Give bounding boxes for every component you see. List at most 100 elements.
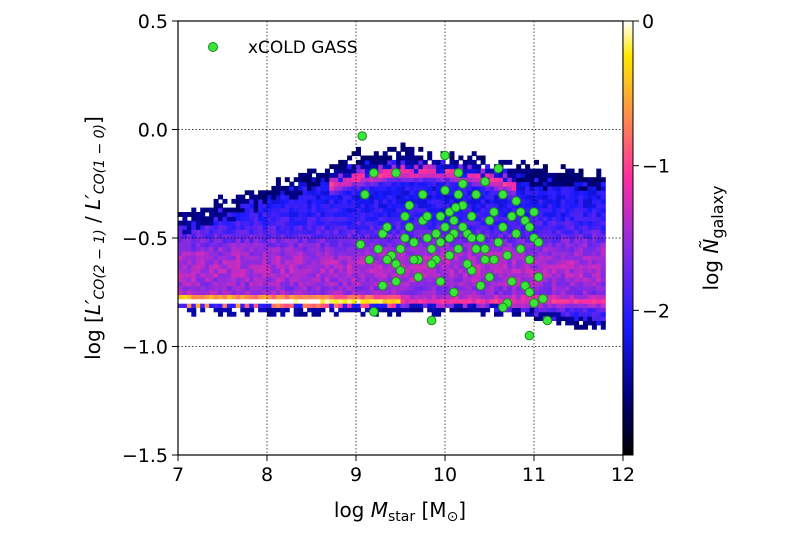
y-tick-label: −0.5 [122, 228, 168, 250]
data-point [382, 254, 392, 265]
data-point [529, 207, 539, 217]
data-point [520, 215, 530, 226]
data-point [498, 189, 508, 200]
data-point [489, 254, 499, 265]
data-point [475, 280, 486, 291]
colorbar-tick-label: 0 [642, 11, 654, 33]
data-point [520, 280, 530, 291]
data-point [369, 307, 379, 317]
data-point [462, 259, 473, 269]
data-point [471, 189, 481, 200]
data-point [426, 259, 437, 269]
data-point [440, 185, 450, 196]
data-point [458, 222, 468, 232]
scatter-series-xcold-gass [355, 131, 553, 341]
data-point [511, 196, 522, 206]
x-tick-label: 8 [261, 464, 273, 486]
data-point [422, 211, 433, 222]
data-point [475, 233, 486, 243]
data-point [431, 228, 441, 239]
data-point [391, 276, 401, 287]
x-tick-label: 12 [611, 464, 635, 486]
x-axis-title: log Mstar [M⊙] [334, 498, 466, 525]
data-point [450, 202, 461, 213]
colorbar-title: log Ñgalaxy [699, 186, 727, 291]
colorbar-tick-label: −2 [642, 300, 670, 322]
data-point [484, 272, 495, 282]
data-point [515, 207, 526, 217]
data-point [409, 237, 419, 248]
data-point [489, 207, 499, 217]
data-point [377, 280, 388, 291]
data-point [355, 239, 366, 250]
heatmap [178, 142, 606, 330]
x-tick-label: 11 [522, 464, 546, 486]
y-axis-ticks: −1.5 −1.0 −0.5 0.0 0.5 [122, 11, 178, 467]
data-point [404, 200, 415, 211]
data-point [444, 250, 455, 261]
data-point [515, 244, 526, 254]
data-point [502, 250, 513, 261]
data-point [357, 131, 368, 141]
data-point [480, 244, 490, 254]
data-point [524, 330, 535, 341]
data-point [364, 254, 375, 265]
data-point [524, 287, 535, 298]
legend: xCOLD GASS [208, 38, 358, 58]
data-point [360, 189, 370, 200]
legend-label: xCOLD GASS [248, 38, 358, 58]
data-point [453, 189, 464, 200]
data-point [440, 150, 450, 161]
data-point [466, 233, 477, 243]
data-point [413, 272, 424, 282]
data-point [458, 179, 468, 189]
data-point [498, 302, 508, 313]
data-point [542, 315, 553, 326]
data-point [524, 222, 535, 232]
data-point [435, 237, 446, 248]
x-axis-ticks: 7 8 9 10 11 12 [172, 455, 635, 486]
data-point [484, 215, 495, 226]
data-point [524, 254, 535, 265]
data-point [466, 265, 477, 276]
legend-marker [208, 42, 218, 52]
x-tick-label: 9 [350, 464, 362, 486]
data-point [507, 276, 517, 287]
data-point [533, 272, 544, 282]
x-tick-label: 10 [433, 464, 457, 486]
colorbar-ticks: 0 −1 −2 [633, 11, 670, 322]
data-point [498, 222, 508, 232]
data-point [493, 163, 504, 174]
data-point [538, 294, 548, 304]
colorbar [622, 20, 634, 456]
data-point [369, 168, 379, 178]
data-point [480, 254, 490, 265]
colorbar-tick-label: −1 [642, 156, 670, 178]
data-point [440, 222, 450, 232]
y-axis-title: log [L′CO(2 − 1) / L′CO(1 − 0)] [81, 116, 108, 360]
data-point [426, 244, 437, 254]
data-point [395, 244, 406, 254]
data-point [493, 237, 504, 248]
data-point [529, 298, 539, 308]
data-point [404, 222, 415, 232]
y-tick-label: 0.0 [138, 120, 168, 142]
data-point [466, 211, 477, 222]
data-point [400, 233, 410, 243]
data-point [391, 259, 401, 269]
data-point [377, 228, 388, 239]
data-point [435, 276, 446, 287]
data-point [418, 189, 428, 200]
data-point [382, 222, 392, 232]
data-point [409, 254, 419, 265]
data-point [533, 237, 544, 248]
data-point [395, 265, 406, 276]
data-point [511, 228, 522, 239]
y-tick-label: 0.5 [138, 11, 168, 33]
data-point [449, 215, 459, 226]
y-tick-label: −1.0 [122, 337, 168, 359]
data-point [449, 287, 459, 298]
data-point [426, 315, 437, 326]
data-point [422, 233, 433, 243]
